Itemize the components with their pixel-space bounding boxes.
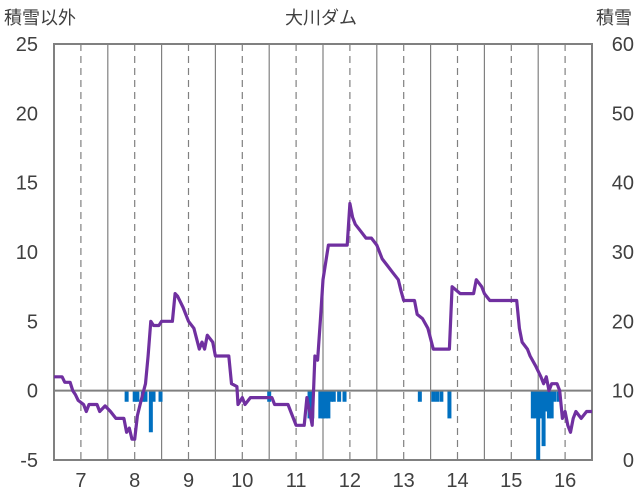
y-left-axis: -5 0 5 10 15 20 25 [16, 34, 38, 472]
bar [326, 390, 331, 419]
series-line [54, 201, 592, 441]
x-tick-label: 10 [231, 470, 253, 492]
y-right-tick-label: 60 [612, 34, 634, 56]
bar [151, 390, 156, 402]
bar [337, 390, 342, 402]
bar [533, 390, 538, 419]
line-series [54, 201, 592, 441]
y-right-tick-label: 50 [612, 103, 634, 125]
bar [417, 390, 422, 402]
y-right-tick-label: 20 [612, 311, 634, 333]
y-left-tick-label: -5 [20, 450, 38, 472]
bar [536, 390, 541, 460]
y-left-tick-label: 5 [27, 311, 38, 333]
bar [342, 390, 347, 402]
x-tick-label: 13 [393, 470, 415, 492]
x-tick-label: 12 [339, 470, 361, 492]
bar [431, 390, 436, 402]
y-left-tick-label: 10 [16, 242, 38, 264]
bar [439, 390, 444, 402]
bar [143, 390, 148, 402]
bar [135, 390, 140, 402]
y-right-tick-label: 40 [612, 173, 634, 195]
bar [318, 390, 323, 419]
y-left-tick-label: 25 [16, 34, 38, 56]
x-tick-label: 8 [129, 470, 140, 492]
bar [530, 390, 535, 419]
y-left-tick-label: 15 [16, 173, 38, 195]
bar [552, 390, 557, 402]
y-left-tick-label: 0 [27, 381, 38, 403]
bar [158, 390, 163, 402]
bar [541, 390, 546, 447]
y-left-axis-label: 積雪以外 [4, 8, 76, 29]
y-right-tick-label: 0 [623, 450, 634, 472]
bar [435, 390, 440, 402]
chart-title: 大川ダム [285, 8, 357, 29]
x-tick-label: 11 [286, 470, 307, 492]
x-tick-label: 7 [75, 470, 86, 492]
y-right-axis: 0 10 20 30 40 50 60 [612, 34, 634, 472]
x-tick-label: 15 [500, 470, 522, 492]
bar [546, 390, 551, 419]
bar [132, 390, 137, 402]
x-tick-label: 14 [446, 470, 468, 492]
bar [148, 390, 153, 433]
x-tick-label: 9 [183, 470, 194, 492]
x-tick-label: 16 [554, 470, 576, 492]
bar [323, 390, 328, 419]
y-right-tick-label: 10 [612, 381, 634, 403]
y-left-tick-label: 20 [16, 103, 38, 125]
y-right-axis-label: 積雪 [596, 8, 632, 29]
bar [331, 390, 336, 402]
y-right-tick-label: 30 [612, 242, 634, 264]
bar [549, 390, 554, 419]
x-axis: 7 8 9 10 11 12 13 14 15 16 [75, 470, 576, 492]
bar [447, 390, 452, 419]
bar-series [124, 390, 561, 460]
bar [329, 390, 334, 402]
bar [544, 390, 549, 412]
bar [124, 390, 129, 402]
bar [321, 390, 325, 419]
bar [538, 390, 543, 419]
